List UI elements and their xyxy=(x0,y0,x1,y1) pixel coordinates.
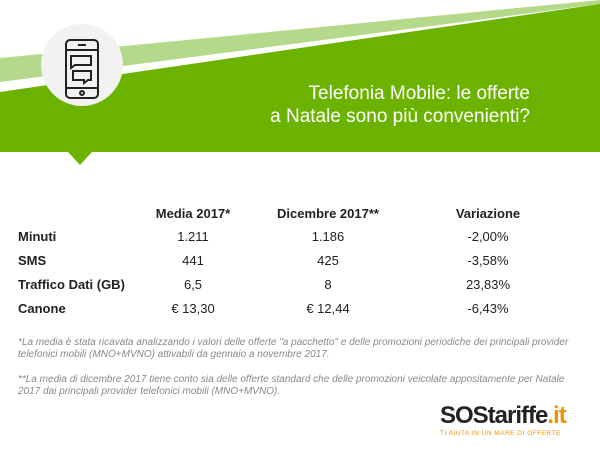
cell-media: € 13,30 xyxy=(171,300,215,316)
logo-tagline: TI AIUTA IN UN MARE DI OFFERTE xyxy=(440,430,561,437)
row-label: Canone xyxy=(18,300,66,316)
cell-variazione: -2,00% xyxy=(467,228,509,244)
smartphone-chat-icon xyxy=(65,39,99,99)
title-line-1: Telefonia Mobile: le offerte xyxy=(308,83,530,104)
table-row: SMS 441 425 -3,58% xyxy=(18,248,568,272)
cell-media: 6,5 xyxy=(183,276,203,292)
cell-variazione: -6,43% xyxy=(467,300,509,316)
title-line-2: a Natale sono più convenienti? xyxy=(270,106,530,127)
table-header: Media 2017* Dicembre 2017** Variazione xyxy=(18,202,568,224)
table-row: Traffico Dati (GB) 6,5 8 23,83% xyxy=(18,272,568,296)
logo-tld: .it xyxy=(547,402,566,429)
header-banner xyxy=(0,0,600,165)
col-header-media: Media 2017* xyxy=(155,205,231,221)
cell-media: 1.211 xyxy=(177,228,209,244)
col-header-label xyxy=(18,202,138,224)
cell-dicembre: € 12,44 xyxy=(306,300,350,316)
table-row: Canone € 13,30 € 12,44 -6,43% xyxy=(18,296,568,320)
footnote-2: **La media di dicembre 2017 tiene conto … xyxy=(18,374,565,397)
row-label: Traffico Dati (GB) xyxy=(18,276,125,292)
cell-dicembre: 8 xyxy=(324,276,332,292)
table-row: Minuti 1.211 1.186 -2,00% xyxy=(18,224,568,248)
light-stripe xyxy=(0,0,600,82)
footnote-1: *La media è stata ricavata analizzando i… xyxy=(18,337,569,360)
cell-dicembre: 1.186 xyxy=(311,228,345,244)
logo-name: SOStariffe xyxy=(440,402,548,429)
page-title: Telefonia Mobile: le offerte a Natale so… xyxy=(200,82,530,128)
col-header-dicembre: Dicembre 2017** xyxy=(277,205,379,221)
cell-dicembre: 425 xyxy=(317,252,339,268)
cell-variazione: -3,58% xyxy=(467,252,509,268)
comparison-table: Media 2017* Dicembre 2017** Variazione M… xyxy=(18,202,568,320)
green-band xyxy=(0,4,600,165)
row-label: SMS xyxy=(18,252,47,268)
col-header-variazione: Variazione xyxy=(455,205,521,221)
row-label: Minuti xyxy=(18,228,57,244)
cell-variazione: 23,83% xyxy=(465,276,511,292)
sostariffe-logo: SOStariffe.it TI AIUTA IN UN MARE DI OFF… xyxy=(440,402,567,437)
cell-media: 441 xyxy=(182,252,204,268)
